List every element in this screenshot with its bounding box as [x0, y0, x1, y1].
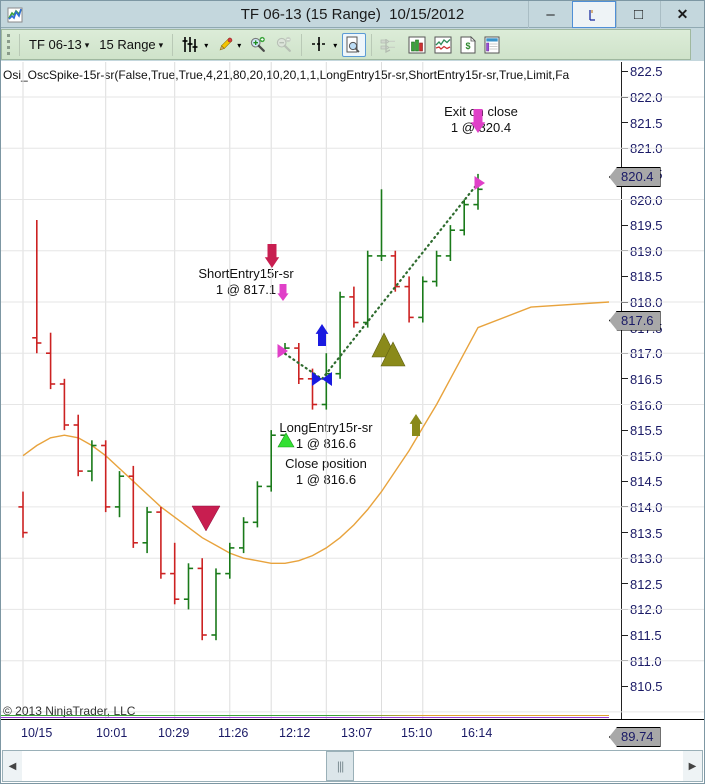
- svg-text:$: $: [466, 41, 471, 51]
